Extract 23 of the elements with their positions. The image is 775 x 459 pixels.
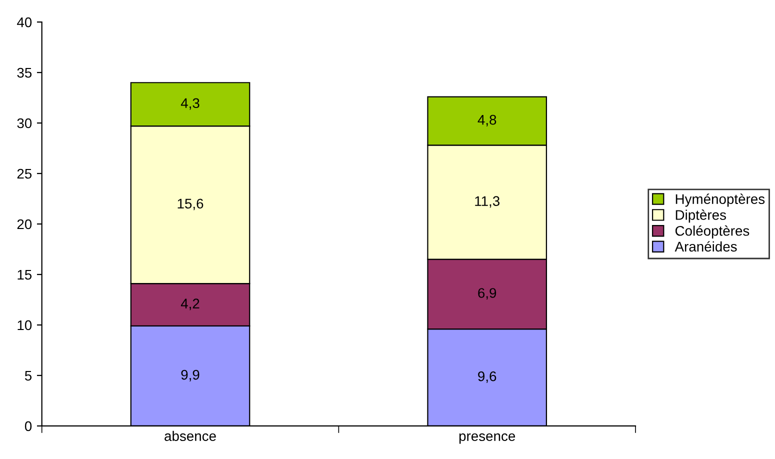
data-label: 9,9 [181,370,200,382]
x-tick-label: presence [459,433,516,444]
legend-label: Diptères [676,210,726,223]
y-tick-label: 40 [17,17,32,28]
y-tick-label: 15 [18,270,32,280]
data-label: 4,8 [478,114,496,126]
data-label: 15,6 [178,198,204,210]
data-label: 4,3 [180,98,200,110]
y-tick-label: 30 [17,118,32,128]
y-tick-label: 25 [17,168,32,179]
legend-label: Aranéides [674,241,737,252]
legend-label: Coléoptères [675,225,750,239]
legend-label: Hyménoptères [676,194,765,207]
y-tick-label: 35 [17,68,32,78]
data-label: 4,2 [180,298,200,310]
x-tick-label: absence [164,430,216,442]
y-tick-label: 20 [17,219,32,230]
data-label: 9,6 [478,371,496,383]
data-label: 11,3 [475,196,500,208]
y-tick-label: 5 [24,370,32,381]
y-tick-label: 0 [24,421,32,432]
data-label: 6,9 [478,288,496,300]
y-tick-label: 10 [18,320,32,330]
